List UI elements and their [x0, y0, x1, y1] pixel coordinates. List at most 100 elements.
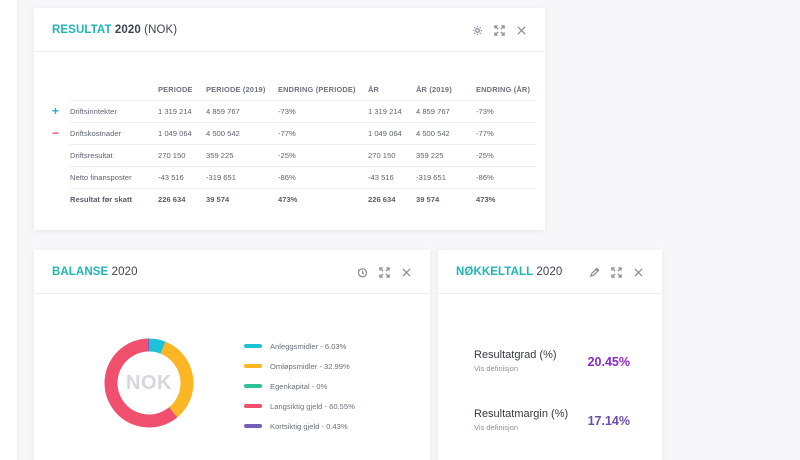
legend-swatch: [244, 404, 262, 408]
col-endring-ar: ENDRING (ÅR): [476, 85, 531, 95]
row-label: Driftskostnader: [70, 121, 158, 144]
close-icon[interactable]: [400, 266, 412, 278]
row-label: Resultat før skatt: [70, 187, 158, 210]
resultat-title: RESULTAT 2020 (NOK): [52, 24, 177, 36]
col-endring-periode: ENDRING (PERIODE): [278, 85, 356, 95]
balanse-card: BALANSE 2020 NOK Anleggsmidler - 6.03% O…: [34, 250, 430, 460]
left-sidebar-edge: [0, 0, 18, 460]
table-row-total: Resultat før skatt 226 634 39 574 473% 2…: [52, 187, 537, 210]
cell: -77%: [278, 121, 368, 144]
cell: 1 049 064: [158, 121, 206, 144]
history-icon[interactable]: [356, 266, 368, 278]
cell: 473%: [476, 187, 537, 210]
legend-swatch: [244, 424, 262, 428]
table-row: Netto finansposter -43 516 -319 651 -86%…: [52, 165, 537, 188]
cell: 1 319 214: [368, 99, 416, 122]
balanse-title-accent: BALANSE: [52, 265, 109, 278]
cell: -86%: [476, 165, 537, 188]
nokkeltall-title: NØKKELTALL 2020: [456, 266, 562, 278]
legend-label: Kortsiktig gjeld - 0.43%: [270, 421, 348, 431]
resultat-title-year: 2020: [114, 23, 141, 36]
cell: 1 319 214: [158, 99, 206, 122]
legend-item-anleggsmidler[interactable]: Anleggsmidler - 6.03%: [244, 336, 355, 356]
donut-slice-anleggsmidler[interactable]: [148, 338, 166, 354]
cell: 270 150: [158, 143, 206, 166]
resultat-card-header: RESULTAT 2020 (NOK): [34, 8, 545, 52]
resultat-title-suffix: (NOK): [144, 23, 178, 36]
legend-label: Anleggsmidler - 6.03%: [270, 341, 347, 351]
cell: 4 500 542: [416, 121, 476, 144]
row-label: Driftsresultat: [70, 143, 158, 166]
resultat-card: RESULTAT 2020 (NOK) PERIODE PERIODE (201…: [34, 8, 545, 230]
donut-svg: [104, 338, 194, 428]
legend-label: Egenkapital - 0%: [270, 381, 328, 391]
row-label: Driftsinntekter: [70, 99, 158, 122]
cell: -43 516: [158, 165, 206, 188]
kpi-definition-link[interactable]: Vis definisjon: [474, 364, 519, 373]
nokkeltall-title-year: 2020: [536, 265, 563, 278]
legend-item-langsiktig-gjeld[interactable]: Langsiktig gjeld - 60.55%: [244, 396, 355, 416]
kpi-resultatgrad: Resultatgrad (%) Vis definisjon 20.45%: [474, 349, 630, 373]
expand-icon[interactable]: [493, 24, 505, 36]
col-periode-2019: PERIODE (2019): [206, 85, 266, 95]
pencil-icon[interactable]: [588, 266, 600, 278]
row-marker: [52, 144, 70, 166]
legend-item-kortsiktig-gjeld[interactable]: Kortsiktig gjeld - 0.43%: [244, 416, 355, 436]
expand-icon[interactable]: [610, 266, 622, 278]
legend-swatch: [244, 364, 262, 368]
nokkeltall-title-accent: NØKKELTALL: [456, 265, 534, 278]
cell: 226 634: [158, 187, 206, 210]
table-row: + Driftsinntekter 1 319 214 4 859 767 -7…: [52, 99, 537, 122]
legend-item-egenkapital[interactable]: Egenkapital - 0%: [244, 376, 355, 396]
resultat-title-accent: RESULTAT: [52, 23, 112, 36]
cell: 226 634: [368, 187, 416, 210]
cell: 4 500 542: [206, 121, 278, 144]
donut-slice-oml-psmidler[interactable]: [160, 341, 194, 418]
cell: 4 859 767: [416, 99, 476, 122]
donut-slice-langsiktig-gjeld[interactable]: [104, 338, 178, 428]
cell: -73%: [476, 99, 537, 122]
legend-swatch: [244, 344, 262, 348]
cell: -43 516: [368, 165, 416, 188]
balanse-title: BALANSE 2020: [52, 266, 138, 278]
row-marker: [52, 188, 70, 210]
col-ar-2019: ÅR (2019): [416, 85, 452, 95]
cell: 359 225: [206, 143, 278, 166]
kpi-value: 20.45%: [587, 355, 630, 369]
col-ar: ÅR: [368, 85, 380, 95]
balanse-donut-chart: NOK: [102, 336, 196, 430]
cell: -25%: [278, 143, 368, 166]
kpi-name: Resultatmargin (%): [474, 408, 569, 420]
cell: 1 049 064: [368, 121, 416, 144]
kpi-resultatmargin: Resultatmargin (%) Vis definisjon 17.14%: [474, 408, 630, 432]
table-header-row: PERIODE PERIODE (2019) ENDRING (PERIODE)…: [52, 80, 536, 100]
cell: -319 651: [416, 165, 476, 188]
cell: -73%: [278, 99, 368, 122]
kpi-definition-link[interactable]: Vis definisjon: [474, 423, 519, 432]
legend-label: Langsiktig gjeld - 60.55%: [270, 401, 355, 411]
cell: 359 225: [416, 143, 476, 166]
legend-label: Omløpsmidler - 32.99%: [270, 361, 350, 371]
cell: -25%: [476, 143, 537, 166]
legend-item-omlopsmidler[interactable]: Omløpsmidler - 32.99%: [244, 356, 355, 376]
row-label: Netto finansposter: [70, 165, 158, 188]
expand-row-plus-icon[interactable]: +: [52, 104, 60, 118]
close-icon[interactable]: [515, 24, 527, 36]
cell: 270 150: [368, 143, 416, 166]
cell: 39 574: [206, 187, 278, 210]
kpi-value: 17.14%: [587, 414, 630, 428]
gear-icon[interactable]: [471, 24, 483, 36]
col-periode: PERIODE: [158, 85, 193, 95]
nokkeltall-card: NØKKELTALL 2020 Resultatgrad (%) Vis def…: [438, 250, 662, 460]
kpi-name: Resultatgrad (%): [474, 349, 557, 361]
close-icon[interactable]: [632, 266, 644, 278]
expand-icon[interactable]: [378, 266, 390, 278]
cell: -86%: [278, 165, 368, 188]
balanse-legend: Anleggsmidler - 6.03% Omløpsmidler - 32.…: [244, 336, 355, 436]
table-row: Driftsresultat 270 150 359 225 -25% 270 …: [52, 143, 537, 166]
row-marker: [52, 166, 70, 188]
collapse-row-minus-icon[interactable]: −: [52, 126, 60, 140]
donut-center-label: NOK: [126, 371, 172, 394]
cell: 473%: [278, 187, 368, 210]
resultat-toolbar: [471, 8, 527, 52]
